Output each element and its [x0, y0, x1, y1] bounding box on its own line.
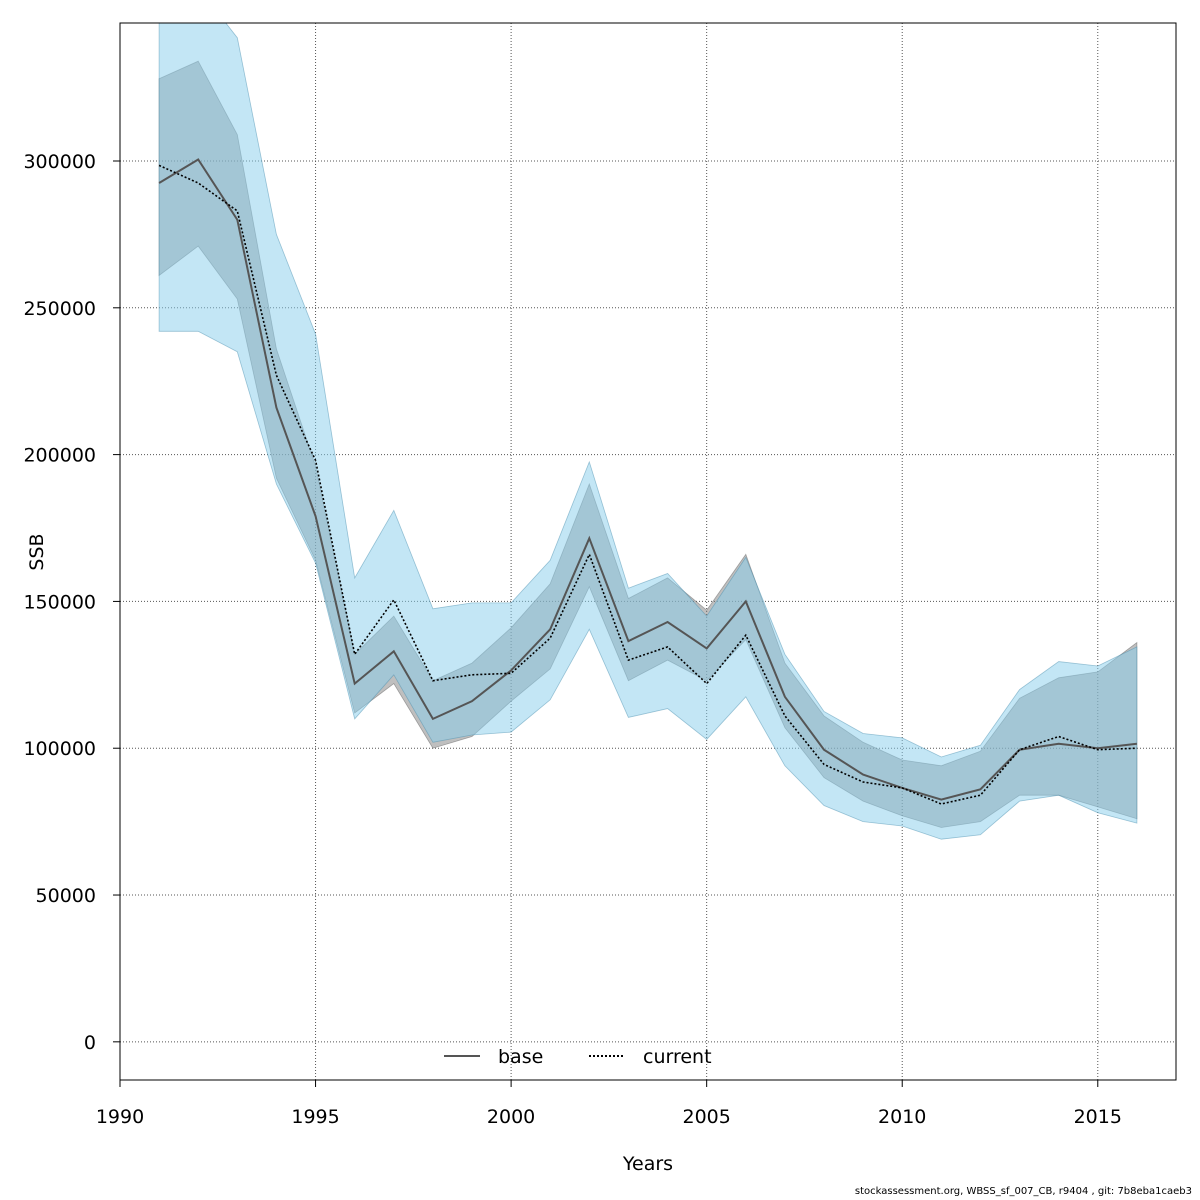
- series-line-current: [158, 164, 1137, 805]
- plot-frame: [119, 22, 1177, 1081]
- y-tick-label: 200000: [23, 445, 96, 467]
- x-axis: 1990 1995 2000 2005 2010 2015: [96, 1079, 1122, 1128]
- y-axis: 0 50000 100000 150000 200000 250000 300000: [23, 151, 121, 1054]
- x-tick-label: 1990: [96, 1106, 144, 1128]
- x-tick-label: 2005: [682, 1106, 730, 1128]
- legend-label-current: current: [643, 1046, 712, 1068]
- band-current: [158, 23, 1138, 840]
- y-tick-label: 100000: [23, 738, 96, 760]
- series-line-base: [158, 158, 1138, 801]
- y-tick-label: 50000: [36, 885, 96, 907]
- legend: base current: [444, 1046, 712, 1068]
- y-axis-title: SSB: [26, 533, 48, 570]
- x-tick-label: 2000: [487, 1106, 535, 1128]
- legend-label-base: base: [498, 1046, 543, 1068]
- x-tick-label: 2010: [878, 1106, 926, 1128]
- y-tick-label: 300000: [23, 151, 96, 173]
- y-tick-label: 150000: [23, 591, 96, 613]
- x-tick-label: 2015: [1074, 1106, 1122, 1128]
- x-tick-label: 1995: [291, 1106, 339, 1128]
- y-tick-label: 0: [84, 1032, 96, 1054]
- series-lines: [158, 158, 1138, 805]
- footer-credit: stockassessment.org, WBSS_sf_007_CB, r94…: [854, 1186, 1192, 1197]
- y-tick-label: 250000: [23, 298, 96, 320]
- grid-lines: [120, 23, 1176, 1080]
- confidence-bands: [158, 23, 1138, 840]
- x-axis-title: Years: [622, 1153, 673, 1175]
